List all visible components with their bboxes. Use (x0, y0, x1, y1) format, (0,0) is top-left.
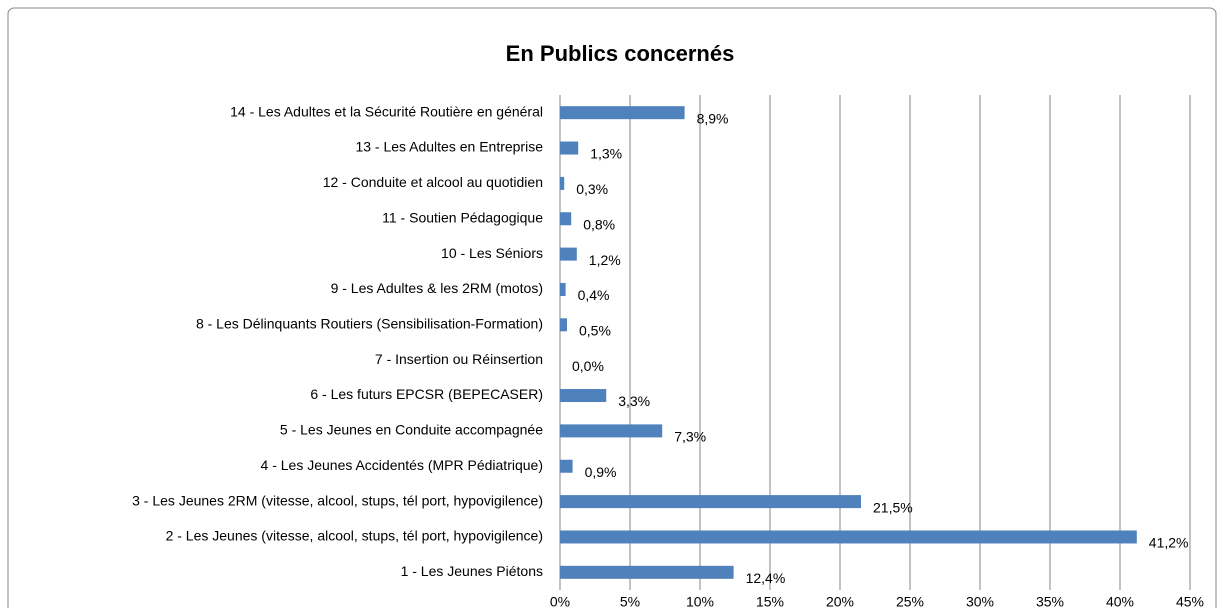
value-label: 8,9% (697, 110, 729, 126)
bar (560, 565, 734, 579)
x-tick-label: 20% (826, 594, 854, 608)
y-tick-label: 6 - Les futurs EPCSR (BEPECASER) (310, 386, 543, 402)
value-label: 21,5% (873, 499, 913, 515)
y-tick-label: 5 - Les Jeunes en Conduite accompagnée (280, 422, 543, 438)
bar (560, 424, 663, 438)
value-label: 3,3% (618, 393, 650, 409)
x-tick-label: 25% (896, 594, 924, 608)
bar (560, 247, 577, 261)
bar (560, 530, 1137, 544)
bar (560, 318, 567, 332)
chart-border (7, 7, 1217, 608)
y-tick-label: 10 - Les Séniors (441, 245, 543, 261)
value-label: 0,5% (579, 323, 611, 339)
y-tick-label: 2 - Les Jeunes (vitesse, alcool, stups, … (166, 528, 543, 544)
chart-title: En Publics concernés (506, 41, 735, 66)
value-label: 41,2% (1149, 535, 1189, 551)
bar (560, 389, 607, 403)
bar (560, 176, 565, 190)
x-tick-label: 0% (550, 594, 570, 608)
y-tick-label: 11 - Soutien Pédagogique (382, 209, 543, 225)
y-tick-label: 1 - Les Jeunes Piétons (401, 563, 543, 579)
y-tick-label: 9 - Les Adultes & les 2RM (motos) (331, 280, 543, 296)
x-tick-label: 40% (1106, 594, 1134, 608)
y-tick-label: 7 - Insertion ou Réinsertion (375, 351, 543, 367)
x-tick-label: 15% (756, 594, 784, 608)
y-tick-label: 13 - Les Adultes en Entreprise (355, 139, 543, 155)
bar (560, 212, 572, 226)
y-tick-label: 8 - Les Délinquants Routiers (Sensibilis… (196, 316, 543, 332)
y-tick-label: 12 - Conduite et alcool au quotidien (323, 174, 543, 190)
x-tick-label: 10% (686, 594, 714, 608)
value-label: 0,0% (572, 358, 604, 374)
value-label: 1,3% (590, 146, 622, 162)
bar (560, 495, 861, 509)
value-label: 0,3% (576, 181, 608, 197)
value-label: 7,3% (674, 429, 706, 445)
bar (560, 106, 685, 120)
value-label: 0,8% (583, 216, 615, 232)
bar (560, 141, 579, 155)
x-tick-label: 45% (1176, 594, 1204, 608)
y-tick-label: 3 - Les Jeunes 2RM (vitesse, alcool, stu… (132, 492, 543, 508)
value-label: 0,4% (578, 287, 610, 303)
y-tick-label: 4 - Les Jeunes Accidentés (MPR Pédiatriq… (261, 457, 543, 473)
bar (560, 282, 566, 296)
x-tick-label: 5% (620, 594, 640, 608)
bar (560, 459, 573, 473)
x-tick-label: 30% (966, 594, 994, 608)
x-tick-label: 35% (1036, 594, 1064, 608)
value-label: 0,9% (585, 464, 617, 480)
y-tick-label: 14 - Les Adultes et la Sécurité Routière… (230, 103, 543, 119)
value-label: 12,4% (746, 570, 786, 586)
value-label: 1,2% (589, 252, 621, 268)
